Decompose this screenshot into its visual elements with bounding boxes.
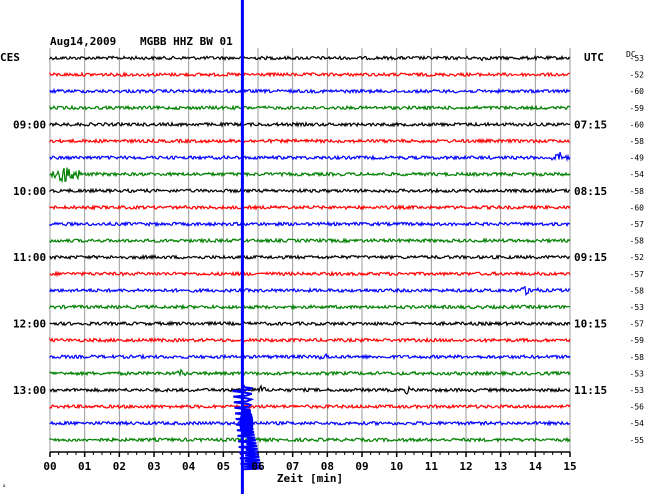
left-time-label: 10:00 [13, 185, 46, 198]
dc-offset-label: -60 [630, 87, 645, 96]
trace-line [49, 419, 571, 427]
x-tick-label: 14 [529, 460, 543, 473]
trace-line [49, 87, 571, 95]
trace-line [49, 121, 571, 128]
trace-line [49, 151, 571, 162]
earthquake-peak [239, 409, 254, 438]
trace-line [49, 187, 571, 195]
dc-offset-label: -53 [630, 303, 645, 312]
x-axis-label: Zeit [min] [277, 472, 343, 485]
right-time-label: 09:15 [574, 251, 607, 264]
x-tick-label: 11 [425, 460, 439, 473]
x-tick-labels: 00 01 02 03 04 05 06 07 08 09 10 11 12 13 14 15 [43, 460, 576, 473]
left-time-label: 11:00 [13, 251, 46, 264]
dc-offset-label: -60 [630, 203, 645, 212]
trace-line [49, 55, 571, 62]
left-time-label: 09:00 [13, 118, 46, 131]
x-tick-label: 02 [113, 460, 126, 473]
x-tick-label: 00 [43, 460, 56, 473]
dc-offset-label: -54 [630, 419, 645, 428]
dc-offset-label: -52 [630, 253, 645, 262]
dc-offset-label: -55 [630, 436, 645, 445]
trace-line [49, 368, 571, 378]
chart-date: Aug14,2009 [50, 35, 116, 48]
dc-offset-label: -54 [630, 170, 645, 179]
trace-line [49, 167, 571, 184]
left-time-label: 12:00 [13, 318, 46, 331]
x-tick-label: 08 [321, 460, 334, 473]
trace-line [49, 203, 571, 211]
dc-offset-label: -53 [630, 369, 645, 378]
trace-line [49, 220, 571, 228]
dc-offset-label: -58 [630, 286, 645, 295]
x-tick-label: 05 [217, 460, 230, 473]
grid [49, 48, 571, 457]
trace-line [49, 285, 571, 297]
right-time-label: 08:15 [574, 185, 607, 198]
trace-line [49, 303, 571, 311]
trace-line [49, 270, 571, 278]
dc-offset-label: -57 [630, 320, 645, 329]
left-time-labels: 09:00 10:00 11:00 12:00 13:00 [13, 118, 46, 397]
corner-mark: ₐ [2, 481, 6, 489]
dc-offset-labels: -53 -52 -60 -59 -60 -58 -49 -54 -58 -60 -57 -58 -52 -… [630, 54, 645, 445]
x-tick-label: 07 [286, 460, 299, 473]
x-tick-label: 13 [494, 460, 507, 473]
x-tick-label: 10 [390, 460, 403, 473]
earthquake-signal [232, 0, 262, 494]
trace-line [49, 137, 571, 145]
x-tick-label: 12 [459, 460, 472, 473]
left-timezone: CES [0, 51, 20, 64]
dc-offset-label: -57 [630, 270, 645, 279]
trace-line [49, 436, 571, 444]
trace-lines [49, 55, 571, 444]
dc-offset-label: -53 [630, 386, 645, 395]
dc-offset-label: -56 [630, 403, 645, 412]
trace-line [49, 336, 571, 344]
dc-offset-label: -59 [630, 104, 645, 113]
dc-offset-label: -58 [630, 137, 645, 146]
dc-offset-label: -60 [630, 120, 645, 129]
dc-offset-label: -52 [630, 71, 645, 80]
right-time-labels: 07:15 08:15 09:15 10:15 11:15 [574, 118, 607, 397]
right-time-label: 07:15 [574, 118, 607, 131]
right-time-label: 11:15 [574, 384, 607, 397]
right-timezone: UTC [584, 51, 604, 64]
x-tick-label: 01 [78, 460, 92, 473]
trace-line [49, 352, 571, 361]
right-time-label: 10:15 [574, 318, 607, 331]
dc-offset-label: -58 [630, 353, 645, 362]
dc-offset-label: -58 [630, 187, 645, 196]
dc-offset-label: -53 [630, 54, 645, 63]
trace-line [49, 237, 571, 244]
dc-offset-label: -59 [630, 336, 645, 345]
dc-offset-label: -57 [630, 220, 645, 229]
x-tick-label: 06 [251, 460, 265, 473]
left-time-label: 13:00 [13, 384, 46, 397]
dc-offset-label: -49 [630, 154, 645, 163]
station-label: MGBB HHZ BW 01 [140, 35, 233, 48]
x-tick-label: 04 [182, 460, 196, 473]
trace-line [49, 104, 571, 111]
trace-line [49, 71, 570, 78]
trace-line [49, 403, 571, 410]
dc-header: DC [626, 50, 636, 59]
x-tick-label: 03 [147, 460, 160, 473]
dc-offset-label: -58 [630, 237, 645, 246]
trace-line [49, 253, 570, 261]
x-tick-label: 09 [355, 460, 368, 473]
trace-line [49, 320, 571, 327]
x-tick-label: 15 [563, 460, 576, 473]
trace-line [49, 384, 571, 395]
